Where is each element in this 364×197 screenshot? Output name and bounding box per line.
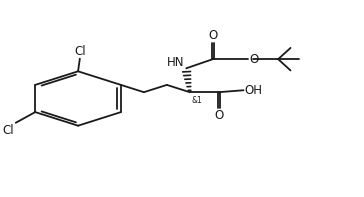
Text: Cl: Cl [3, 124, 14, 137]
Text: O: O [249, 53, 258, 66]
Text: &1: &1 [191, 96, 202, 105]
Text: O: O [208, 29, 217, 42]
Text: OH: OH [245, 84, 262, 97]
Text: HN: HN [167, 56, 185, 69]
Text: Cl: Cl [74, 45, 86, 58]
Text: O: O [214, 109, 223, 122]
